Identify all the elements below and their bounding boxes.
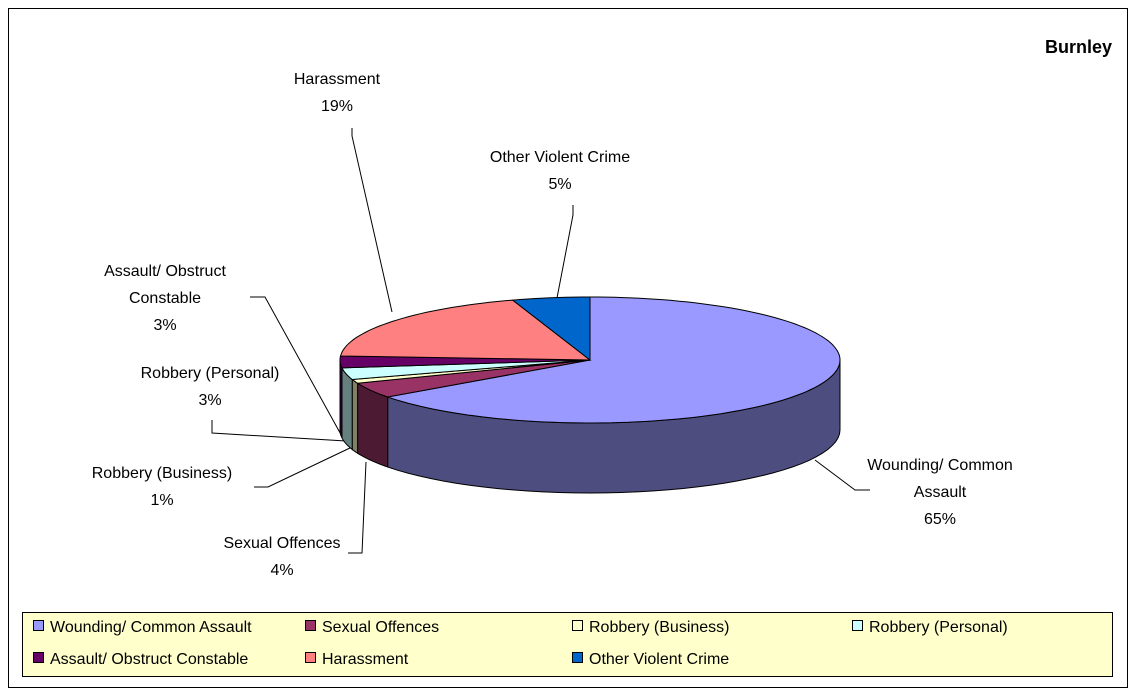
- data-label: Robbery (Personal) 3%: [110, 360, 310, 414]
- legend-swatch: [852, 620, 863, 631]
- slice: [385, 296, 841, 424]
- slice: [339, 299, 592, 361]
- legend-swatch: [305, 652, 316, 663]
- data-label: Wounding/ Common Assault 65%: [855, 452, 1025, 533]
- legend-label: Harassment: [322, 651, 409, 668]
- legend-label: Sexual Offences: [322, 619, 440, 636]
- legend-swatch: [33, 652, 44, 663]
- chart-title: Burnley: [1045, 37, 1112, 57]
- legend-entry: Other Violent Crime: [572, 651, 729, 669]
- legend-box: [22, 612, 1113, 677]
- data-label: Robbery (Business) 1%: [62, 460, 262, 514]
- leader-line: [351, 128, 393, 313]
- label-value: 1%: [150, 492, 174, 509]
- pie: [339, 296, 841, 494]
- legend-entry: Wounding/ Common Assault: [33, 619, 252, 637]
- legend-entry: Harassment: [305, 651, 408, 669]
- slice: [356, 359, 591, 398]
- label-value: 3%: [153, 317, 177, 334]
- slice-side: [339, 360, 343, 439]
- label-name: Wounding/ Common Assault: [867, 457, 1013, 501]
- leader-line: [814, 459, 870, 491]
- legend-entry: Robbery (Business): [572, 619, 730, 637]
- legend-label: Assault/ Obstruct Constable: [50, 651, 249, 668]
- leader-line: [348, 461, 367, 554]
- legend-entry: Sexual Offences: [305, 619, 439, 637]
- legend-swatch: [572, 652, 583, 663]
- legend-entry: Robbery (Personal): [852, 619, 1008, 637]
- legend-swatch: [305, 620, 316, 631]
- label-value: 5%: [548, 176, 572, 193]
- label-name: Assault/ Obstruct Constable: [104, 263, 226, 307]
- legend-entry: Assault/ Obstruct Constable: [33, 651, 248, 669]
- legend-swatch: [572, 620, 583, 631]
- data-label: Sexual Offences 4%: [182, 530, 382, 584]
- data-label: Assault/ Obstruct Constable 3%: [90, 258, 240, 339]
- label-name: Robbery (Business): [91, 465, 233, 482]
- label-value: 3%: [198, 392, 222, 409]
- legend-label: Robbery (Personal): [869, 619, 1008, 636]
- leader-lines: [211, 128, 870, 554]
- label-name: Other Violent Crime: [489, 149, 631, 166]
- leader-line: [556, 205, 574, 299]
- label-name: Harassment: [293, 71, 381, 88]
- legend-label: Other Violent Crime: [589, 651, 730, 668]
- slice-side: [341, 367, 353, 451]
- slice-side: [351, 378, 359, 455]
- leader-line: [250, 296, 345, 441]
- label-value: 4%: [270, 562, 294, 579]
- leader-line: [211, 420, 347, 442]
- label-value: 19%: [320, 98, 354, 115]
- label-value: 65%: [923, 511, 957, 528]
- data-label: Harassment 19%: [262, 66, 412, 120]
- legend-swatch: [33, 620, 44, 631]
- slice: [339, 355, 591, 369]
- slice: [341, 359, 591, 381]
- label-name: Sexual Offences: [223, 535, 341, 552]
- legend-label: Robbery (Business): [589, 619, 730, 636]
- legend-label: Wounding/ Common Assault: [50, 619, 252, 636]
- label-name: Robbery (Personal): [140, 365, 280, 382]
- leader-line: [254, 446, 353, 488]
- slice: [511, 296, 591, 362]
- data-label: Other Violent Crime 5%: [460, 144, 660, 198]
